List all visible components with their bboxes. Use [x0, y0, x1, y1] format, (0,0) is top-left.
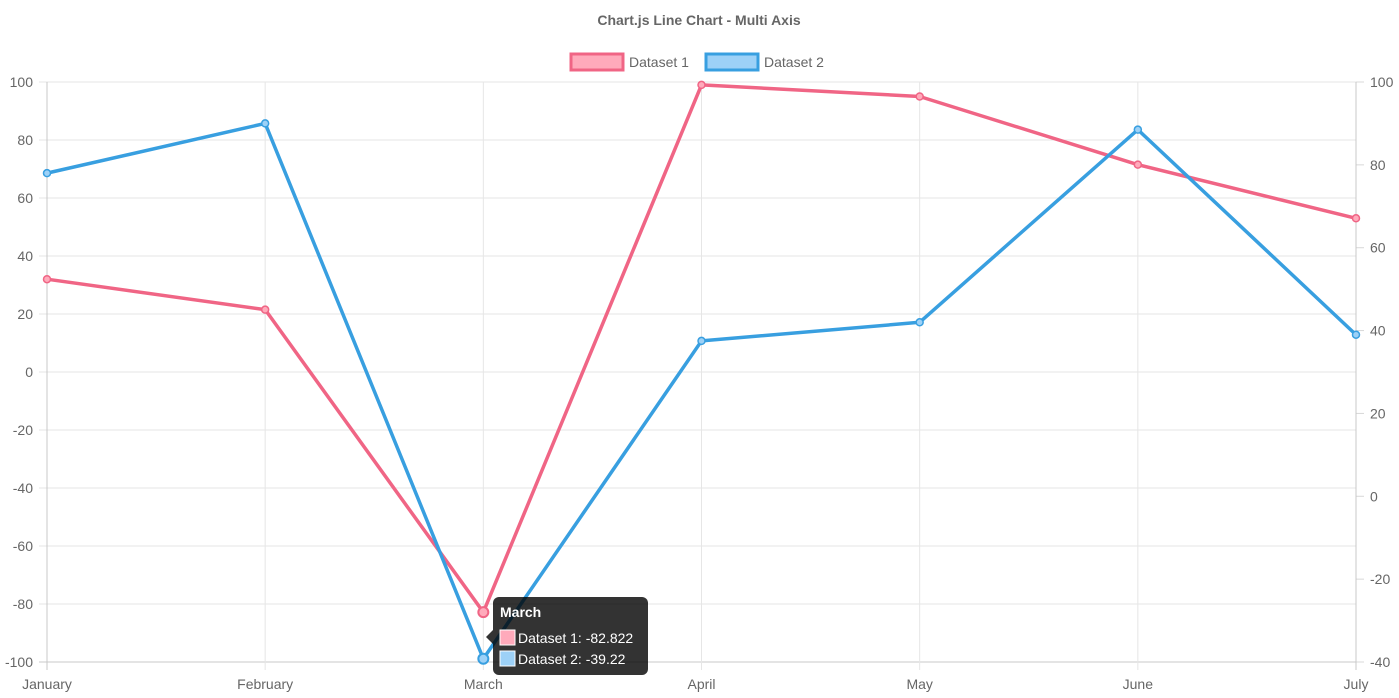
grid	[39, 81, 1364, 670]
x-tick-label: April	[687, 676, 715, 692]
y-left-tick-label: -20	[13, 422, 33, 438]
x-tick-label: June	[1123, 676, 1154, 692]
tooltip-swatch-1	[499, 629, 516, 646]
y-left-tick-label: 100	[10, 74, 34, 90]
data-point-2	[1351, 330, 1361, 339]
y-left-tick-label: 40	[17, 248, 33, 264]
tooltip-swatch-2	[499, 650, 516, 667]
data-point-1	[697, 80, 706, 90]
data-point-2	[1133, 125, 1143, 134]
series-layer	[42, 80, 1361, 665]
legend-label-1: Dataset 1	[629, 54, 689, 70]
axes: -100 -80 -60 -40 -20 0 20 40 60 80 100 -40 -20 0 20 40 6…	[5, 74, 1394, 692]
data-point-2	[477, 652, 490, 665]
y-left-tick-label: 80	[17, 132, 33, 148]
data-point-1	[42, 274, 52, 284]
y-right-tick-label: 20	[1370, 405, 1386, 421]
y-right-tick-label: 0	[1370, 488, 1378, 504]
x-tick-label: February	[237, 676, 293, 692]
data-point-1	[477, 606, 490, 619]
y-left-tick-label: -100	[5, 654, 33, 670]
data-point-2	[915, 318, 924, 327]
y-right-tick-label: 100	[1370, 74, 1394, 90]
tooltip-line-1: Dataset 1: -82.822	[518, 630, 633, 646]
data-point-2	[42, 168, 52, 178]
data-point-2	[697, 336, 706, 346]
y-right-tick-label: 40	[1370, 323, 1386, 339]
x-tick-label: January	[22, 676, 72, 692]
y-left-tick-label: -40	[13, 480, 33, 496]
y-right-tick-label: -40	[1370, 654, 1390, 670]
legend-swatch-2	[704, 52, 760, 72]
tooltip-title: March	[500, 604, 541, 620]
legend-swatch-1	[569, 52, 625, 72]
data-point-1	[260, 305, 270, 314]
y-left-tick-label: 0	[25, 364, 33, 380]
x-tick-label: March	[464, 676, 503, 692]
y-left-tick-label: -80	[13, 596, 33, 612]
data-point-1	[915, 92, 924, 101]
chart-title: Chart.js Line Chart - Multi Axis	[597, 12, 800, 28]
legend-label-2: Dataset 2	[764, 54, 824, 70]
data-point-1	[1351, 214, 1361, 223]
data-point-1	[1133, 160, 1143, 169]
tooltip: March Dataset 1: -82.822 Dataset 2: -39.22	[486, 597, 648, 675]
y-right-tick-label: 60	[1370, 240, 1386, 256]
y-left-tick-label: 20	[17, 306, 33, 322]
y-right-tick-label: -20	[1370, 571, 1390, 587]
y-left-tick-label: 60	[17, 190, 33, 206]
tooltip-line-2: Dataset 2: -39.22	[518, 651, 626, 667]
data-point-2	[260, 119, 270, 128]
tooltip-box	[493, 597, 648, 675]
x-tick-label: May	[906, 676, 932, 692]
tooltip-caret	[486, 630, 493, 644]
x-tick-label: July	[1344, 676, 1369, 692]
y-right-tick-label: 80	[1370, 157, 1386, 173]
y-left-tick-label: -60	[13, 538, 33, 554]
legend[interactable]: Dataset 1 Dataset 2	[569, 52, 824, 72]
